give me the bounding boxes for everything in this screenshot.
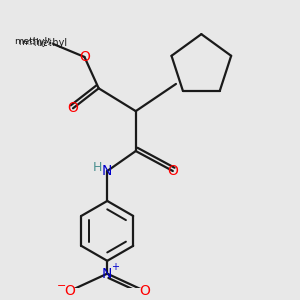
- Text: O: O: [65, 284, 76, 298]
- Text: methyl: methyl: [19, 38, 53, 48]
- Text: O: O: [68, 101, 79, 115]
- Text: O: O: [167, 164, 178, 178]
- Text: methyl: methyl: [14, 37, 47, 46]
- Text: −: −: [56, 280, 66, 291]
- Text: methyl: methyl: [33, 38, 67, 48]
- Text: O: O: [79, 50, 90, 64]
- Text: H: H: [93, 161, 102, 174]
- Text: methyl: methyl: [19, 38, 50, 47]
- Text: O: O: [139, 284, 150, 298]
- Text: N: N: [102, 164, 112, 178]
- Text: N: N: [102, 267, 112, 281]
- Text: +: +: [111, 262, 119, 272]
